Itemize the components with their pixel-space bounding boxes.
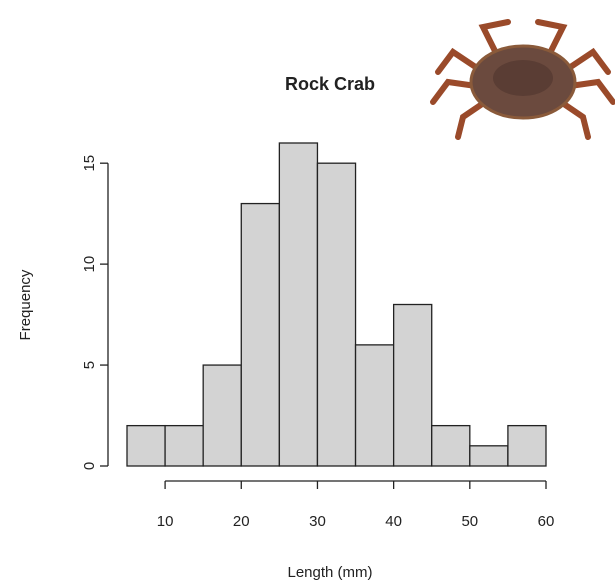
bar bbox=[202, 364, 242, 467]
bar bbox=[392, 303, 433, 467]
crab-illustration bbox=[430, 19, 615, 140]
chart-title: Rock Crab bbox=[285, 74, 375, 94]
y-tick-label: 0 bbox=[81, 462, 98, 470]
x-tick-label: 50 bbox=[461, 513, 478, 530]
x-tick-label: 30 bbox=[309, 513, 326, 530]
bar bbox=[126, 424, 166, 467]
bar bbox=[469, 445, 509, 467]
x-tick-label: 60 bbox=[538, 513, 555, 530]
x-tick-label: 10 bbox=[157, 513, 174, 530]
bar bbox=[507, 424, 547, 467]
y-tick-label: 10 bbox=[81, 256, 98, 273]
bar bbox=[164, 424, 204, 467]
bar bbox=[278, 142, 319, 467]
y-tick-label: 5 bbox=[81, 361, 98, 369]
x-axis-label: Length (mm) bbox=[287, 564, 372, 581]
y-tick-label: 15 bbox=[81, 155, 98, 172]
bar bbox=[316, 162, 357, 467]
y-axis-label: Frequency bbox=[17, 269, 34, 340]
bar bbox=[431, 424, 471, 467]
bar bbox=[354, 344, 395, 467]
x-tick-label: 40 bbox=[385, 513, 402, 530]
bar bbox=[240, 202, 281, 467]
x-tick-label: 20 bbox=[233, 513, 250, 530]
